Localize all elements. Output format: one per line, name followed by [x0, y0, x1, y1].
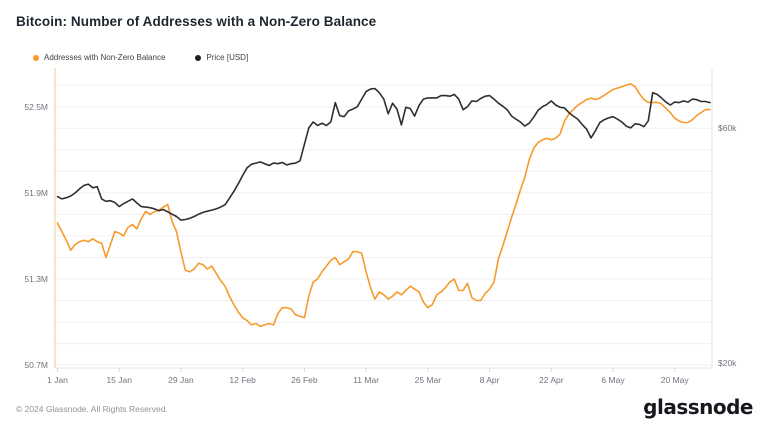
x-axis-tick-label: 22 Apr [538, 375, 564, 385]
chart-legend: Addresses with Non-Zero Balance Price [U… [33, 53, 248, 62]
y-axis-left-tick-label: 51.3M [24, 274, 48, 284]
x-axis-tick-label: 11 Mar [353, 375, 380, 385]
x-axis-tick-label: 6 May [601, 375, 625, 385]
footer-copyright: © 2024 Glassnode. All Rights Reserved. [16, 404, 168, 414]
x-axis-tick-label: 8 Apr [479, 375, 500, 385]
chart-title: Bitcoin: Number of Addresses with a Non-… [16, 14, 377, 29]
x-axis-tick-label: 12 Feb [229, 375, 256, 385]
price-series-line[interactable] [56, 87, 711, 221]
y-axis-left-tick-label: 50.7M [24, 360, 48, 371]
x-axis-tick-label: 25 Mar [414, 375, 442, 385]
y-axis-right-tick-label: $20k [718, 357, 737, 368]
x-axis-tick-label: 29 Jan [168, 375, 194, 385]
addresses-series-line[interactable] [56, 83, 711, 328]
legend-label-price: Price [USD] [206, 53, 249, 62]
y-axis-left-tick-label: 52.5M [24, 101, 48, 112]
x-axis-tick-label: 15 Jan [106, 375, 132, 385]
legend-label-addresses: Addresses with Non-Zero Balance [44, 53, 166, 62]
x-axis-tick-label: 20 May [660, 375, 689, 385]
addresses-legend-dot-icon [33, 54, 39, 61]
x-axis-tick-label: 26 Feb [291, 375, 318, 385]
legend-item-addresses[interactable]: Addresses with Non-Zero Balance [33, 53, 165, 62]
legend-item-price[interactable]: Price [USD] [195, 53, 248, 62]
y-axis-right-tick-label: $60k [718, 122, 737, 133]
y-axis-left-tick-label: 51.9M [24, 187, 48, 198]
price-legend-dot-icon [195, 54, 202, 61]
glassnode-logo[interactable]: glassnode [643, 395, 753, 419]
x-axis-tick-label: 1 Jan [47, 375, 68, 385]
